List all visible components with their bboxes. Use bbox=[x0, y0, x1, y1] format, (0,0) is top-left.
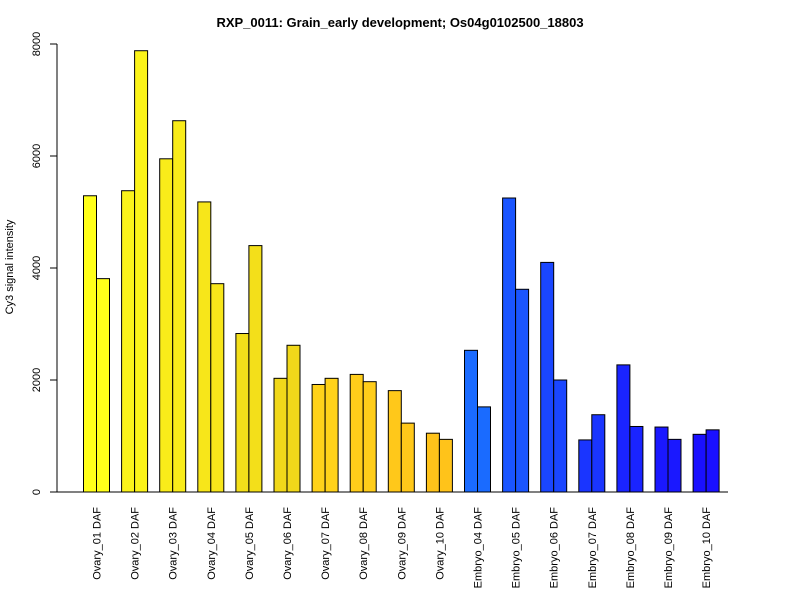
x-tick-label: Embryo_09 DAF bbox=[663, 507, 675, 589]
bar bbox=[121, 190, 136, 493]
x-tick-label: Ovary_08 DAF bbox=[358, 507, 370, 580]
bar bbox=[197, 201, 212, 493]
bar bbox=[324, 377, 339, 493]
x-tick-label: Embryo_10 DAF bbox=[701, 507, 713, 589]
y-tick-label: 4000 bbox=[31, 256, 43, 280]
x-tick-label: Embryo_07 DAF bbox=[587, 507, 599, 589]
bar bbox=[210, 283, 225, 493]
x-tick-label: Ovary_05 DAF bbox=[244, 507, 256, 580]
bar bbox=[362, 381, 377, 493]
bar bbox=[667, 438, 682, 493]
bar bbox=[438, 438, 453, 493]
bar bbox=[591, 414, 606, 493]
bar bbox=[692, 433, 707, 493]
bar bbox=[172, 120, 187, 493]
bar bbox=[96, 278, 110, 493]
x-tick-label: Ovary_02 DAF bbox=[130, 507, 142, 580]
y-tick-label: 6000 bbox=[31, 144, 43, 168]
bar bbox=[578, 439, 593, 493]
x-tick-label: Ovary_06 DAF bbox=[282, 507, 294, 580]
bar bbox=[235, 333, 250, 493]
x-tick-label: Ovary_09 DAF bbox=[396, 507, 408, 580]
x-tick-label: Ovary_10 DAF bbox=[434, 507, 446, 580]
bar bbox=[349, 373, 364, 493]
y-tick-label: 8000 bbox=[31, 32, 43, 56]
bar bbox=[705, 429, 720, 493]
bar bbox=[83, 195, 97, 493]
bar bbox=[616, 364, 631, 493]
bar bbox=[311, 383, 326, 493]
bar bbox=[553, 379, 568, 493]
bar bbox=[159, 158, 174, 493]
bar bbox=[477, 406, 491, 493]
x-tick-label: Embryo_08 DAF bbox=[625, 507, 637, 589]
x-tick-label: Ovary_03 DAF bbox=[168, 507, 180, 580]
x-tick-label: Ovary_01 DAF bbox=[92, 507, 104, 580]
bar bbox=[515, 288, 530, 493]
y-tick-label: 2000 bbox=[31, 368, 43, 392]
x-tick-label: Ovary_07 DAF bbox=[320, 507, 332, 580]
y-tick-label: 0 bbox=[31, 489, 43, 495]
x-tick-label: Embryo_04 DAF bbox=[473, 507, 485, 589]
bar bbox=[248, 245, 263, 493]
bar bbox=[654, 426, 669, 493]
bar bbox=[387, 390, 402, 493]
bar bbox=[134, 50, 149, 493]
y-axis-label: Cy3 signal intensity bbox=[4, 219, 16, 314]
bar bbox=[400, 422, 415, 493]
bar bbox=[540, 261, 555, 493]
y-axis: 0 2000 4000 6000 8000 bbox=[31, 32, 58, 495]
x-tick-label: Ovary_04 DAF bbox=[206, 507, 218, 580]
bar bbox=[464, 349, 478, 493]
x-tick-label: Embryo_06 DAF bbox=[549, 507, 561, 589]
x-tick-label: Embryo_05 DAF bbox=[511, 507, 523, 589]
bar bbox=[502, 197, 517, 493]
category-labels: Ovary_01 DAF Ovary_02 DAF Ovary_03 DAF Ovar… bbox=[92, 507, 714, 589]
chart-title: RXP_0011: Grain_early development; Os04g… bbox=[216, 15, 583, 30]
bars-group bbox=[83, 50, 720, 493]
bar bbox=[629, 425, 644, 493]
bar bbox=[425, 432, 440, 493]
bar bbox=[286, 344, 301, 493]
bar bbox=[273, 377, 288, 493]
